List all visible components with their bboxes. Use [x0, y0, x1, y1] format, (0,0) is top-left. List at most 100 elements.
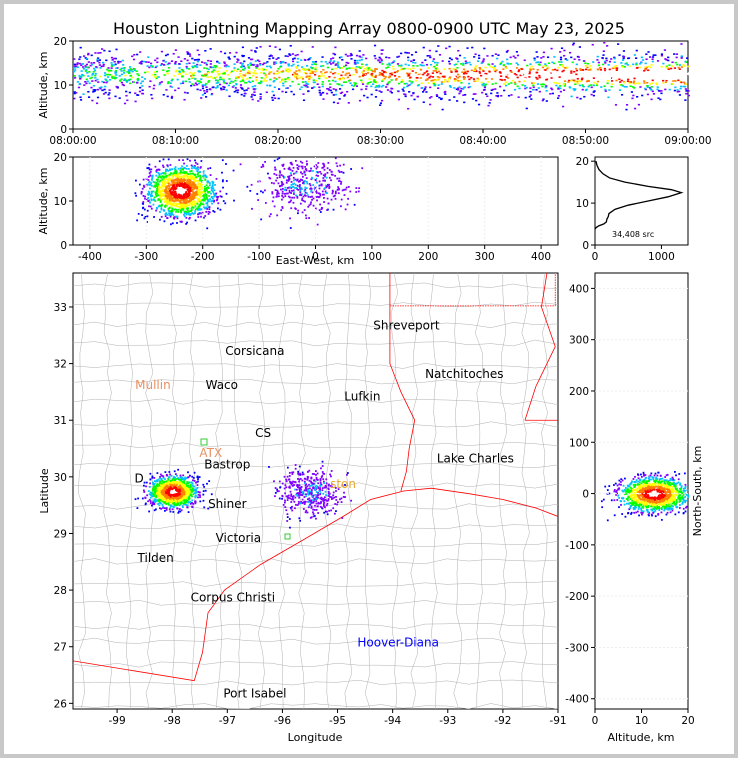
altitude-time-point: [566, 59, 569, 61]
altitude-time-point: [472, 78, 476, 80]
map-point: [155, 494, 158, 497]
altitude-time-point: [600, 86, 603, 88]
altitude-time-point: [277, 97, 280, 100]
altitude-time-point: [601, 77, 605, 80]
altitude-time-point: [499, 85, 502, 88]
altitude-time-point: [314, 68, 317, 71]
altitude-time-point: [218, 78, 222, 81]
map-point: [161, 503, 164, 506]
altitude-time-point: [268, 45, 271, 47]
altitude-eastwest-point: [182, 159, 184, 162]
y-tick-label: 20: [54, 152, 67, 164]
map-point: [180, 493, 183, 495]
altitude-time-point: [343, 93, 347, 96]
altitude-time-point: [430, 79, 433, 82]
altitude-time-point: [322, 65, 325, 67]
altitude-time-point: [207, 59, 210, 62]
altitude-time-point: [201, 61, 204, 63]
altitude-time-point: [345, 64, 348, 67]
altitude-time-point: [559, 90, 562, 93]
altitude-eastwest-point: [211, 199, 214, 202]
altitude-time-point: [395, 71, 399, 73]
altitude-eastwest-point: [158, 180, 161, 183]
altitude-time-point: [205, 73, 208, 76]
altitude-time-point: [638, 73, 642, 75]
altitude-time-point: [225, 70, 228, 72]
altitude-time-point: [386, 83, 389, 86]
altitude-eastwest-point: [205, 186, 208, 189]
altitude-eastwest-point: [153, 216, 155, 218]
altitude-eastwest-point: [192, 206, 195, 209]
altitude-time-point: [651, 90, 654, 93]
altitude-eastwest-point: [180, 194, 183, 197]
altitude-time-point: [110, 69, 113, 72]
altitude-time-point: [136, 77, 140, 80]
altitude-eastwest-point: [317, 171, 319, 174]
altitude-eastwest-point: [337, 188, 339, 191]
altitude-time-point: [471, 74, 474, 76]
altitude-eastwest-point: [319, 193, 322, 195]
map-point: [153, 477, 156, 479]
altitude-eastwest-point: [183, 207, 186, 209]
altitude-eastwest-point: [309, 169, 312, 172]
altitude-eastwest-point: [321, 190, 324, 193]
altitude-time-point: [538, 72, 541, 74]
altitude-time-point: [467, 86, 470, 89]
altitude-time-point: [262, 63, 265, 66]
altitude-eastwest-point: [170, 193, 173, 196]
altitude-eastwest-point: [320, 172, 323, 175]
altitude-eastwest-point: [318, 209, 321, 212]
altitude-time-point: [247, 57, 251, 59]
altitude-time-point: [572, 88, 575, 90]
altitude-time-point: [684, 99, 687, 101]
map-point: [162, 476, 165, 479]
altitude-time-point: [426, 55, 429, 57]
altitude-time-point: [577, 72, 581, 75]
altitude-eastwest-point: [310, 187, 313, 190]
altitude-eastwest-point: [166, 168, 169, 171]
map-point: [172, 485, 175, 488]
altitude-time-point: [541, 85, 544, 88]
altitude-time-point: [535, 76, 538, 79]
altitude-time-point: [200, 97, 203, 99]
altitude-eastwest-point: [193, 195, 196, 198]
altitude-eastwest-point: [283, 192, 286, 195]
altitude-eastwest-point: [205, 196, 208, 199]
altitude-time-point: [336, 62, 339, 65]
altitude-time-point: [159, 82, 162, 84]
altitude-eastwest-point: [176, 175, 179, 177]
altitude-eastwest-point: [206, 227, 209, 230]
altitude-time-point: [496, 72, 500, 75]
altitude-time-point: [510, 94, 513, 96]
altitude-time-point: [120, 81, 124, 84]
altitude-time-point: [93, 62, 96, 64]
altitude-time-point: [390, 72, 393, 74]
map-point: [164, 490, 167, 493]
altitude-time-point: [103, 88, 106, 91]
altitude-time-point: [477, 103, 481, 106]
altitude-time-point: [120, 78, 123, 81]
altitude-eastwest-point: [191, 212, 194, 214]
altitude-eastwest-point: [217, 207, 219, 210]
altitude-eastwest-point: [156, 180, 159, 183]
altitude-time-point: [162, 69, 165, 71]
altitude-eastwest-point: [311, 195, 313, 198]
altitude-time-point: [154, 73, 157, 76]
altitude-eastwest-point: [185, 164, 188, 167]
altitude-time-point: [253, 91, 256, 93]
altitude-time-point: [365, 88, 368, 90]
altitude-time-point: [535, 89, 538, 91]
altitude-eastwest-point: [310, 189, 313, 192]
altitude-time-point: [402, 90, 405, 92]
altitude-time-point: [172, 52, 175, 55]
altitude-eastwest-point: [213, 210, 216, 213]
altitude-time-point: [188, 53, 191, 55]
altitude-time-point: [401, 88, 404, 91]
altitude-eastwest-point: [209, 174, 212, 176]
altitude-time-point: [491, 83, 494, 85]
altitude-time-point: [216, 86, 219, 89]
altitude-eastwest-point: [308, 204, 311, 207]
altitude-time-point: [492, 69, 496, 71]
altitude-eastwest-point: [175, 202, 178, 205]
altitude-time-point: [627, 57, 631, 59]
